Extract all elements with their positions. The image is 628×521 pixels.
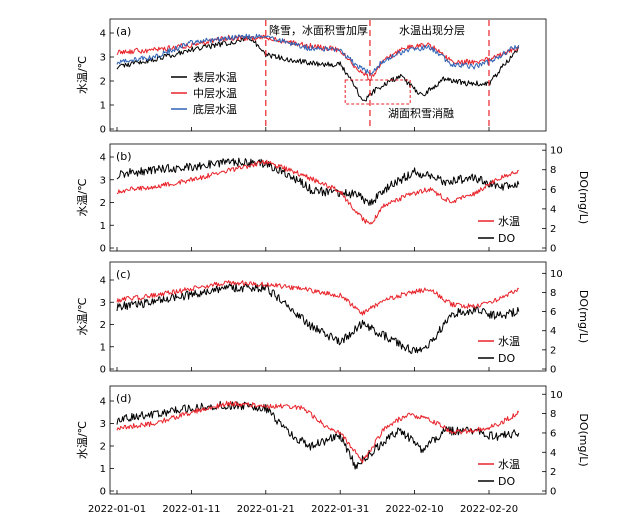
x-tick-label: 2022-01-11 (162, 504, 220, 515)
y2-tick-label: 8 (550, 288, 556, 299)
panel-c: 0 1 2 3 4 0 2 4 6 8 10 DO(mg/L) 水温/℃ (c) 水温 DO (76, 261, 590, 376)
y-tick-label: 3 (100, 419, 106, 430)
y-tick-label: 3 (100, 298, 106, 309)
y-tick-label: 3 (100, 53, 106, 64)
series-line-2 (116, 34, 520, 82)
x-tick-label: 2022-01-21 (237, 504, 295, 515)
series-line-2 (116, 400, 520, 470)
y-tick-label: 1 (100, 342, 106, 353)
plot-frame (109, 261, 547, 372)
y2-axis-label: DO(mg/L) (577, 413, 590, 466)
legend-label: 中层水温 (193, 87, 237, 100)
legend-label: 水温 (498, 458, 520, 471)
y2-tick-label: 0 (550, 487, 556, 498)
legend-label: 表层水温 (193, 70, 237, 84)
y-tick-label: 1 (100, 464, 106, 475)
y2-tick-label: 10 (550, 390, 563, 401)
legend-label: 底层水温 (193, 102, 237, 116)
panel-b: 0 1 2 3 4 0 2 4 6 8 10 DO(mg/L) 水温/℃ (b) 水温 DO (76, 143, 590, 255)
y-axis-label: 水温/℃ (76, 178, 89, 216)
series-line-1 (116, 280, 520, 316)
y-tick-label: 1 (100, 101, 106, 112)
panel-label: (d) (116, 392, 132, 405)
x-axis: 2022-01-01 2022-01-11 2022-01-21 2022-01-31… (88, 504, 518, 515)
y-tick-label: 0 (100, 365, 106, 376)
y2-tick-label: 2 (550, 467, 556, 478)
highlight-box (344, 79, 411, 105)
y-tick-label: 2 (100, 198, 106, 209)
legend-label: DO (498, 475, 515, 488)
y-axis-label: 水温/℃ (76, 297, 89, 335)
y2-tick-label: 6 (550, 307, 556, 318)
y2-tick-label: 0 (550, 365, 556, 376)
y-tick-label: 1 (100, 221, 106, 232)
y-tick-label: 4 (100, 153, 106, 164)
plot-frame (109, 385, 547, 495)
legend-label: DO (498, 352, 515, 365)
panel-d: 0 1 2 3 4 0 2 4 6 8 10 DO(mg/L) 水温/℃ (d) 水温 DO (76, 385, 590, 498)
y2-tick-label: 8 (550, 165, 556, 176)
y2-tick-label: 0 (550, 244, 556, 255)
y2-tick-label: 4 (550, 448, 556, 459)
series-line-1 (116, 400, 520, 464)
x-tick-label: 2022-02-20 (460, 504, 518, 515)
y2-tick-label: 6 (550, 185, 556, 196)
x-tick-label: 2022-01-31 (311, 504, 369, 515)
y-tick-label: 0 (100, 487, 106, 498)
y2-tick-label: 4 (550, 326, 556, 337)
y-tick-label: 2 (100, 320, 106, 331)
legend-label: DO (498, 232, 515, 245)
y2-tick-label: 8 (550, 409, 556, 420)
y-axis-label: 水温/℃ (76, 421, 89, 459)
series-line-1 (116, 36, 520, 102)
annotation-snowfall: 降雪，冰面积雪加厚 (269, 23, 368, 37)
y2-tick-label: 2 (550, 345, 556, 356)
series-line-2 (116, 283, 520, 354)
y-tick-label: 2 (100, 442, 106, 453)
y2-tick-label: 2 (550, 224, 556, 235)
y2-tick-label: 4 (550, 204, 556, 215)
y2-tick-label: 10 (550, 269, 563, 280)
panel-label: (b) (116, 150, 132, 163)
series-line-3 (116, 33, 520, 77)
series-line-1 (116, 159, 519, 225)
y-tick-label: 0 (100, 125, 106, 136)
x-tick-label: 2022-02-10 (386, 504, 444, 515)
series-line-2 (116, 157, 520, 206)
panel-label: (a) (116, 25, 131, 38)
y-axis-label: 水温/℃ (76, 56, 89, 94)
y-tick-label: 4 (100, 29, 106, 40)
y-tick-label: 3 (100, 175, 106, 186)
y2-tick-label: 10 (550, 146, 563, 157)
panel-label: (c) (116, 268, 131, 281)
legend-label: 水温 (498, 215, 520, 228)
y-tick-label: 4 (100, 397, 106, 408)
y-tick-label: 2 (100, 77, 106, 88)
plot-frame (109, 143, 547, 252)
y-tick-label: 0 (100, 244, 106, 255)
y2-tick-label: 6 (550, 428, 556, 439)
plot-frame (109, 18, 547, 132)
annotation-stratification: 水温出现分层 (399, 23, 465, 37)
x-tick-label: 2022-01-01 (88, 504, 146, 515)
legend-label: 水温 (498, 335, 520, 348)
y-tick-label: 4 (100, 276, 106, 287)
y2-axis-label: DO(mg/L) (577, 171, 590, 224)
annotation-snowmelt: 湖面积雪消融 (388, 106, 454, 120)
y2-axis-label: DO(mg/L) (577, 290, 590, 343)
